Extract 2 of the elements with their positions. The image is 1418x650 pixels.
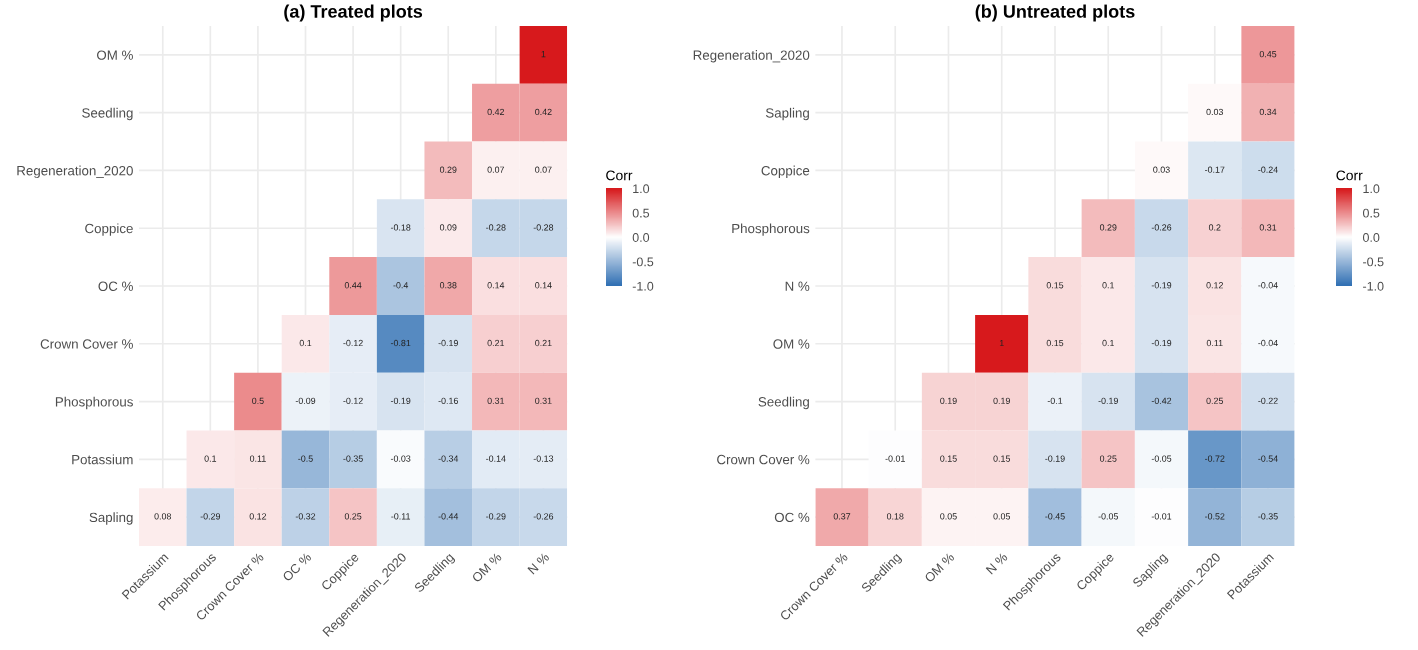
- chart-title: (a) Treated plots: [284, 4, 423, 22]
- chart-title: (b) Untreated plots: [975, 4, 1135, 22]
